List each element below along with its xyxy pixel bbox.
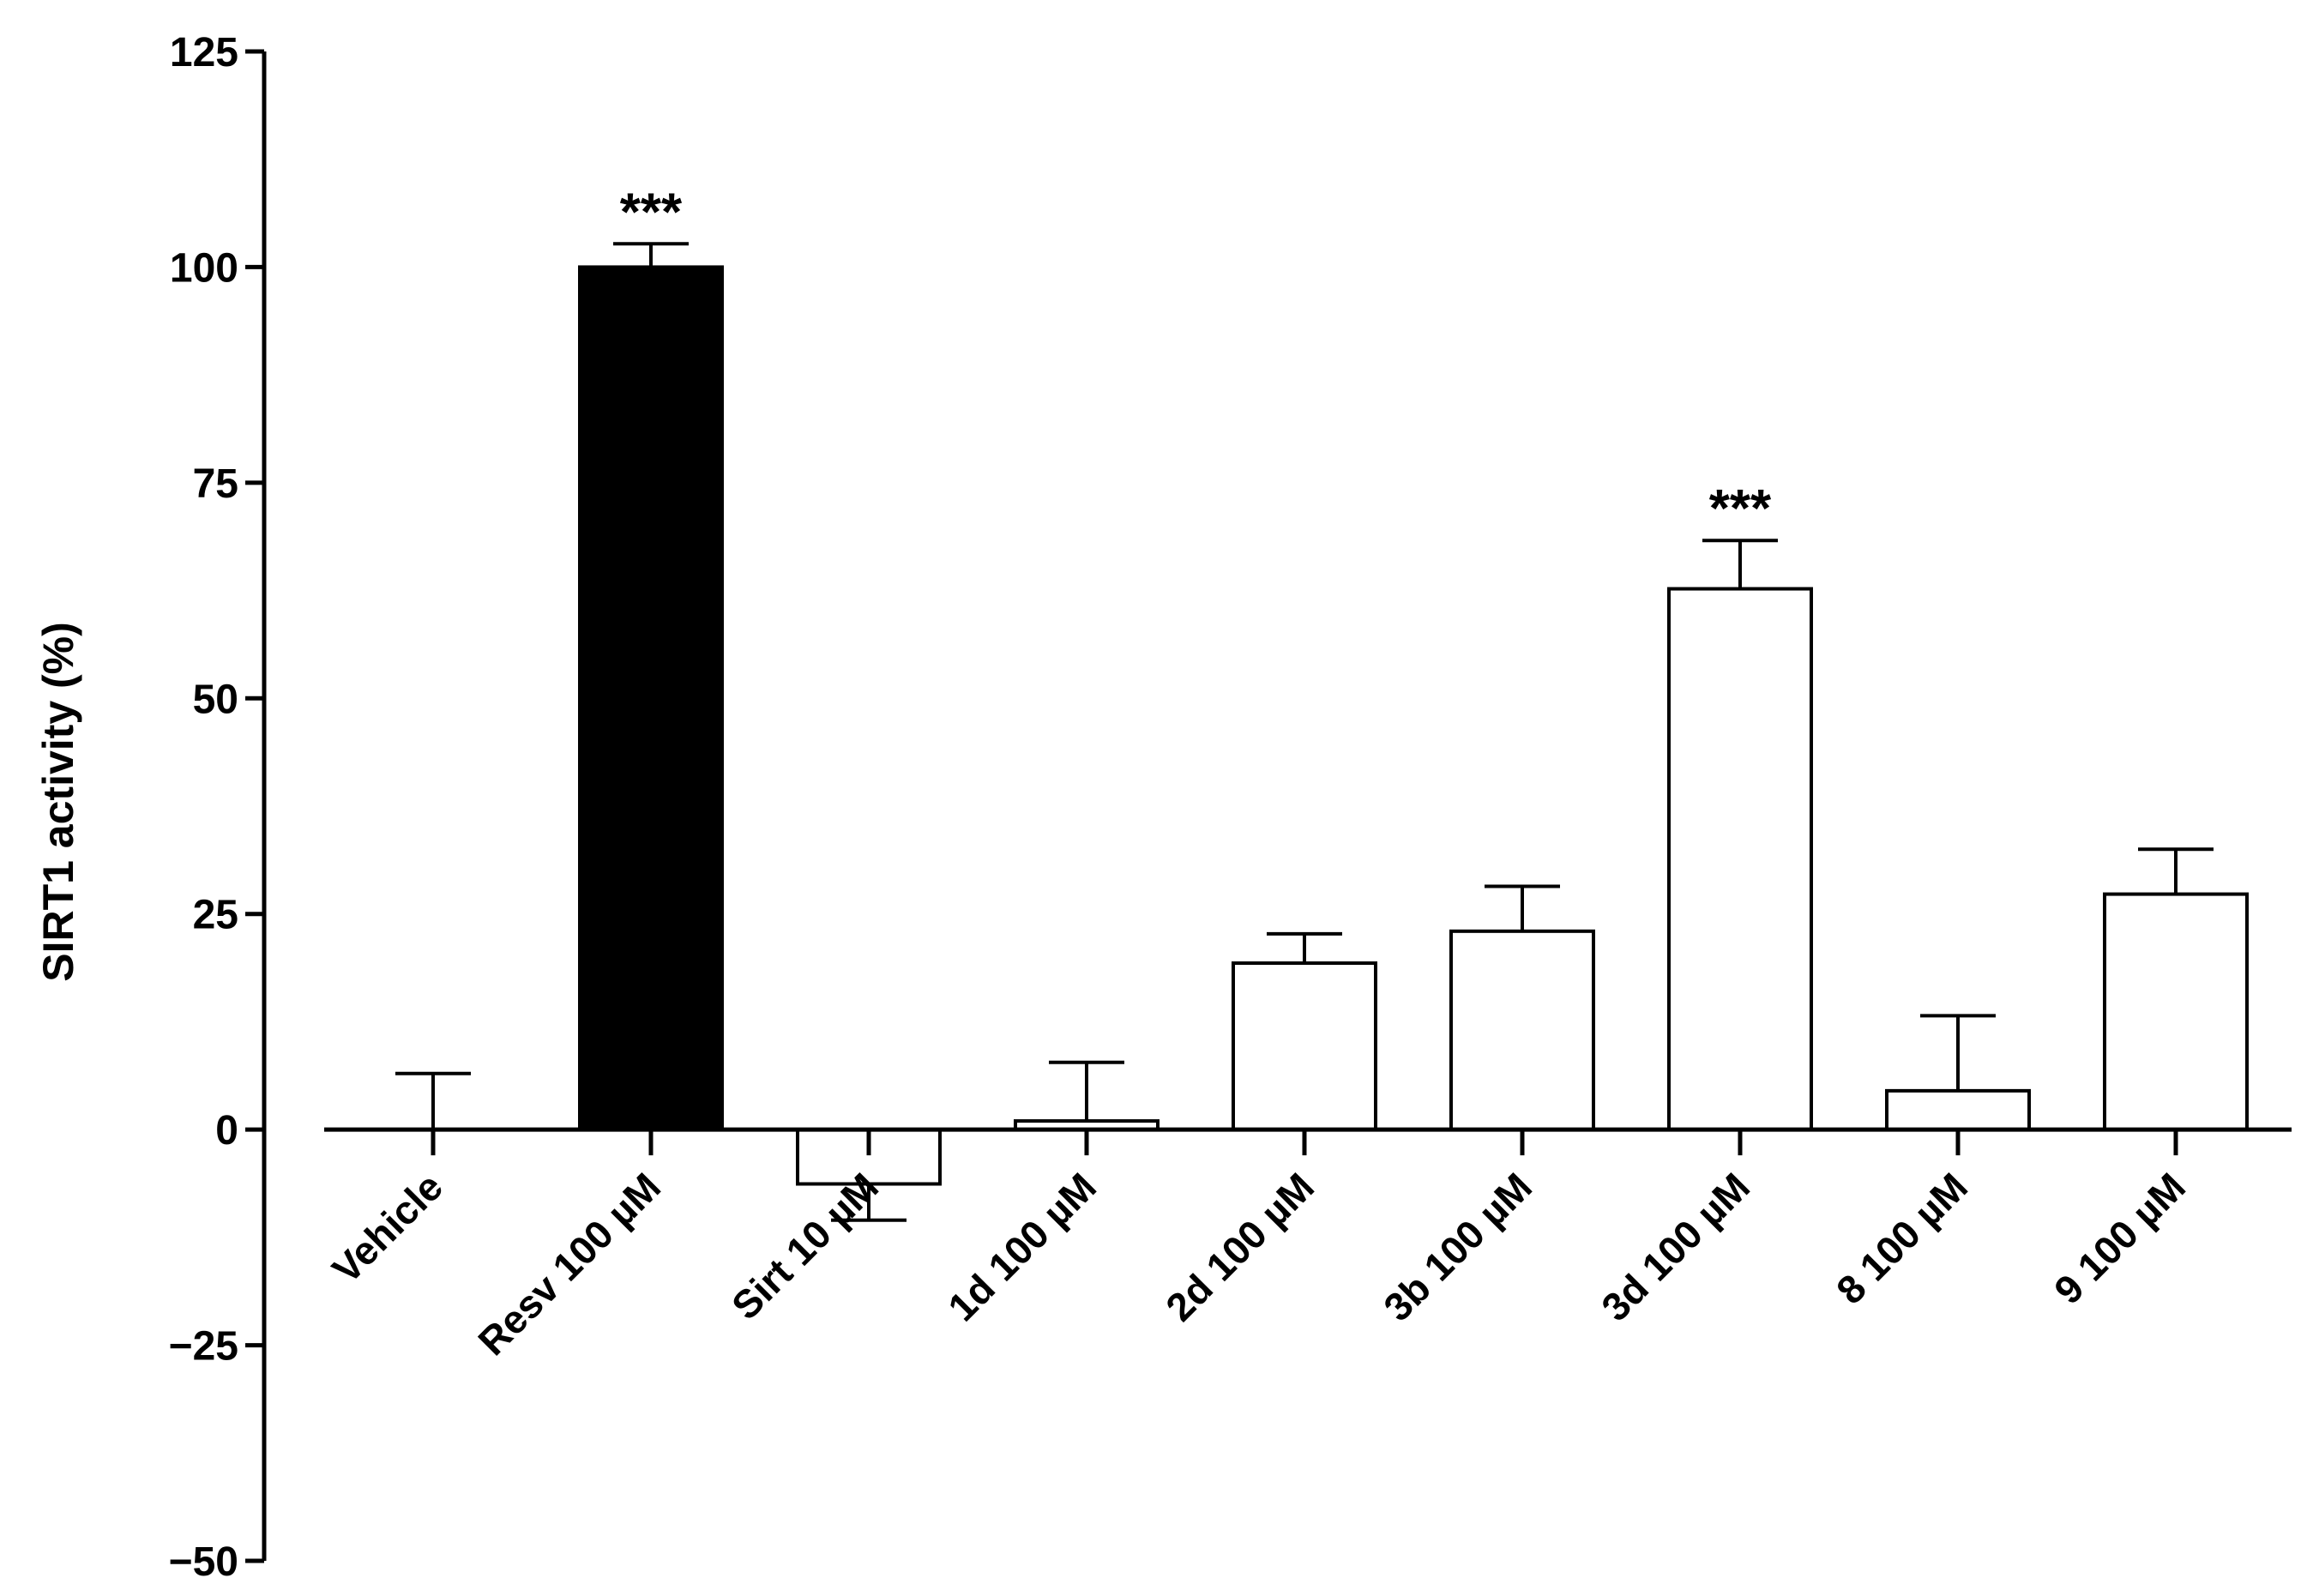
y-axis-ticks: 125 100 75 50 25 0 −25 −50 xyxy=(169,30,264,1585)
x-tick-label: 3b 100 µM xyxy=(1375,1164,1540,1329)
x-axis-ticks: Vehicle Resv 100 µM Sirt 10 µM 1d 100 µM 2d … xyxy=(323,1129,2194,1364)
x-tick-label: Sirt 10 µM xyxy=(723,1164,887,1328)
bar xyxy=(1885,1088,2031,1132)
x-tick-label: 1d 100 µM xyxy=(939,1164,1105,1329)
x-tick-label: 3d 100 µM xyxy=(1593,1164,1758,1329)
y-tick-label: 0 xyxy=(215,1108,238,1153)
y-tick-label: 100 xyxy=(170,245,238,291)
x-tick-label: Vehicle xyxy=(323,1164,451,1292)
x-tick-label: 9 100 µM xyxy=(2045,1164,2194,1312)
bars xyxy=(578,265,2249,1186)
y-tick-label: 75 xyxy=(193,461,238,507)
bar xyxy=(2103,892,2249,1132)
bar xyxy=(1232,961,1377,1132)
y-axis-label: SIRT1 activity (%) xyxy=(34,622,82,982)
significance-label: *** xyxy=(620,183,683,242)
y-tick-label: 25 xyxy=(193,893,238,938)
bar xyxy=(1449,929,1595,1132)
bar xyxy=(1667,587,1813,1132)
y-tick-label: 125 xyxy=(170,30,238,75)
y-tick-label: −25 xyxy=(169,1324,238,1370)
x-tick-label: 8 100 µM xyxy=(1828,1164,1976,1312)
y-tick-label: 50 xyxy=(193,677,238,722)
significance-annotations: *** *** xyxy=(620,183,1772,539)
significance-label: *** xyxy=(1709,479,1772,539)
bar xyxy=(578,265,724,1132)
x-tick-label: 2d 100 µM xyxy=(1157,1164,1322,1329)
y-tick-label: −50 xyxy=(169,1539,238,1585)
x-tick-label: Resv 100 µM xyxy=(469,1164,669,1364)
error-bars xyxy=(395,242,2214,1222)
